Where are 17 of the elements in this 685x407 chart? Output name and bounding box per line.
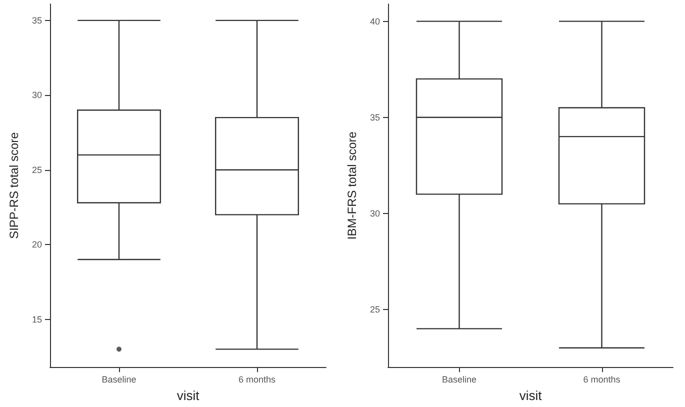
y-tick-label: 30 (32, 90, 42, 100)
y-tick-label: 30 (370, 208, 380, 218)
y-tick-label: 25 (32, 164, 42, 175)
y-tick-label: 25 (370, 304, 380, 314)
x-tick-label: Baseline (102, 374, 136, 385)
y-axis-title: SIPP-RS total score (7, 132, 21, 239)
y-tick-label: 35 (32, 15, 42, 26)
x-axis-title: visit (176, 388, 200, 403)
y-tick-label: 35 (370, 112, 380, 122)
y-tick-label: 40 (370, 16, 380, 26)
y-axis-title: IBM-FRS total score (345, 131, 359, 240)
x-tick-label: Baseline (442, 374, 477, 385)
y-tick-label: 20 (32, 240, 42, 250)
x-tick-label: 6 months (583, 374, 621, 385)
y-tick-label: 15 (32, 314, 42, 324)
x-axis-title: visit (519, 388, 542, 403)
x-tick-label: 6 months (238, 374, 276, 385)
